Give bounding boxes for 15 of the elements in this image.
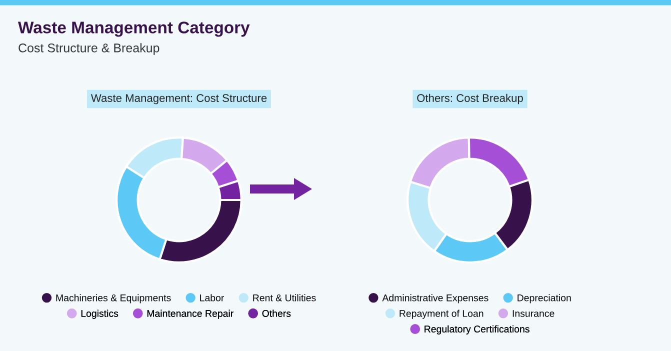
legend-label: Administrative Expenses — [382, 294, 488, 304]
legend-label: Logistics — [81, 310, 118, 319]
legend-label: Labor — [200, 294, 224, 302]
legend-label: Regulatory Certifications — [424, 325, 530, 334]
legend-label: Others — [262, 310, 291, 317]
chart-title: Waste Management: Cost Structure — [90, 94, 267, 104]
legend-label: Insurance — [512, 310, 554, 317]
chart-title: Others: Cost Breakup — [417, 94, 523, 104]
legend-label: Maintenance Repair — [147, 310, 234, 319]
legend-label: Repayment of Loan — [400, 310, 484, 319]
legend-label: Machineries & Equipments — [56, 294, 171, 304]
text: Waste Management Category — [18, 22, 250, 37]
legend-label: Depreciation — [518, 294, 571, 304]
text: Cost Structure & Breakup — [18, 43, 160, 55]
legend-label: Rent & Utilities — [253, 294, 316, 302]
